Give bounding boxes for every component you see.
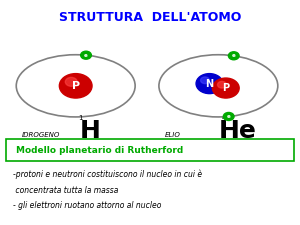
Text: 4: 4	[221, 115, 226, 122]
Text: 1: 1	[79, 115, 83, 122]
Circle shape	[228, 52, 239, 60]
Text: ELIO: ELIO	[165, 132, 181, 138]
Text: - gli elettroni ruotano attorno al nucleo: - gli elettroni ruotano attorno al nucle…	[13, 201, 162, 210]
Text: 2: 2	[221, 142, 226, 149]
Text: 1: 1	[79, 142, 83, 149]
Text: P: P	[72, 81, 80, 91]
Circle shape	[223, 112, 234, 120]
Text: -protoni e neutroni costituiscono il nucleo in cui è: -protoni e neutroni costituiscono il nuc…	[13, 170, 202, 180]
Text: e: e	[232, 53, 236, 58]
Text: N: N	[206, 79, 214, 89]
Text: He: He	[219, 119, 256, 143]
Text: P: P	[222, 83, 230, 93]
Text: concentrata tutta la massa: concentrata tutta la massa	[13, 186, 119, 195]
Circle shape	[59, 74, 92, 98]
Circle shape	[196, 74, 223, 94]
Text: H: H	[80, 119, 101, 143]
Circle shape	[200, 77, 209, 84]
Circle shape	[212, 78, 239, 98]
Circle shape	[218, 81, 226, 88]
Text: e: e	[227, 114, 231, 119]
FancyBboxPatch shape	[6, 139, 294, 161]
Text: e: e	[84, 53, 88, 58]
Text: STRUTTURA  DELL'ATOMO: STRUTTURA DELL'ATOMO	[59, 11, 241, 24]
Circle shape	[65, 77, 77, 86]
Circle shape	[81, 51, 92, 59]
Text: Modello planetario di Rutherford: Modello planetario di Rutherford	[16, 146, 184, 155]
Text: IDROGENO: IDROGENO	[22, 132, 61, 138]
